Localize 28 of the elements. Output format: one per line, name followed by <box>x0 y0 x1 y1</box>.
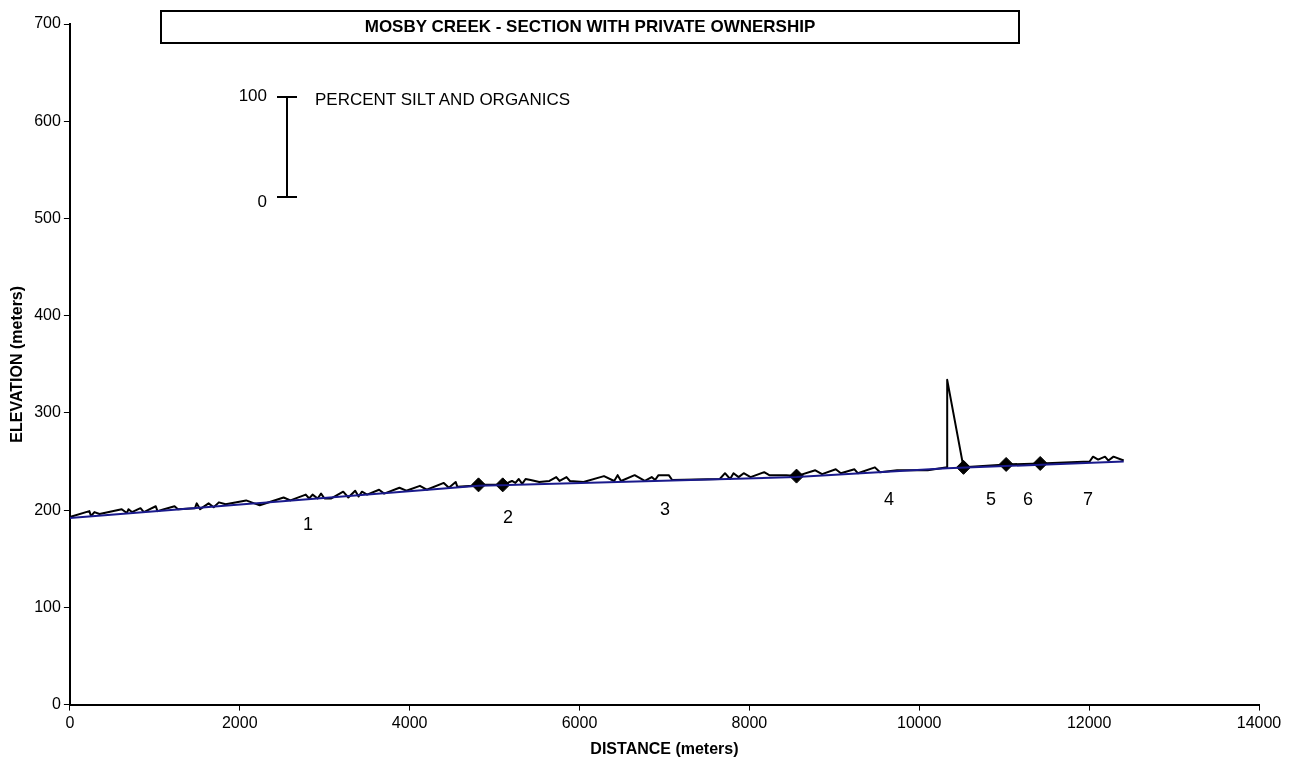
x-tick-label: 14000 <box>1236 713 1282 731</box>
y-tick-label: 500 <box>34 208 61 226</box>
x-tick-label: 10000 <box>897 713 942 731</box>
annotation: 6 <box>1022 488 1034 509</box>
x-tick-label: 0 <box>65 713 75 731</box>
annotation: 7 <box>1082 488 1094 509</box>
annotation: 1 <box>302 513 314 534</box>
y-tick-label: 300 <box>34 403 61 421</box>
x-axis-title: DISTANCE (meters) <box>590 739 739 757</box>
y-axis-title: ELEVATION (meters) <box>8 285 26 443</box>
annotation: 100 <box>238 86 267 106</box>
annotation: PERCENT SILT AND ORGANICS <box>315 90 571 110</box>
x-tick-label: 6000 <box>561 713 598 731</box>
x-tick-label: 2000 <box>221 713 258 731</box>
y-tick-label: 100 <box>34 597 61 615</box>
annotation: 2 <box>502 506 514 527</box>
annotation: 4 <box>883 488 895 509</box>
y-tick-label: 700 <box>34 14 61 32</box>
y-tick-label: 400 <box>34 306 61 324</box>
y-tick-label: 600 <box>34 111 61 129</box>
x-tick-label: 8000 <box>731 713 768 731</box>
annotation: 0 <box>257 192 267 212</box>
y-tick-label: 200 <box>34 500 61 518</box>
annotation: 3 <box>659 498 671 519</box>
y-tick-label: 0 <box>51 695 61 713</box>
x-tick-label: 12000 <box>1066 713 1112 731</box>
annotation: 5 <box>985 488 997 509</box>
x-tick-label: 4000 <box>391 713 428 731</box>
